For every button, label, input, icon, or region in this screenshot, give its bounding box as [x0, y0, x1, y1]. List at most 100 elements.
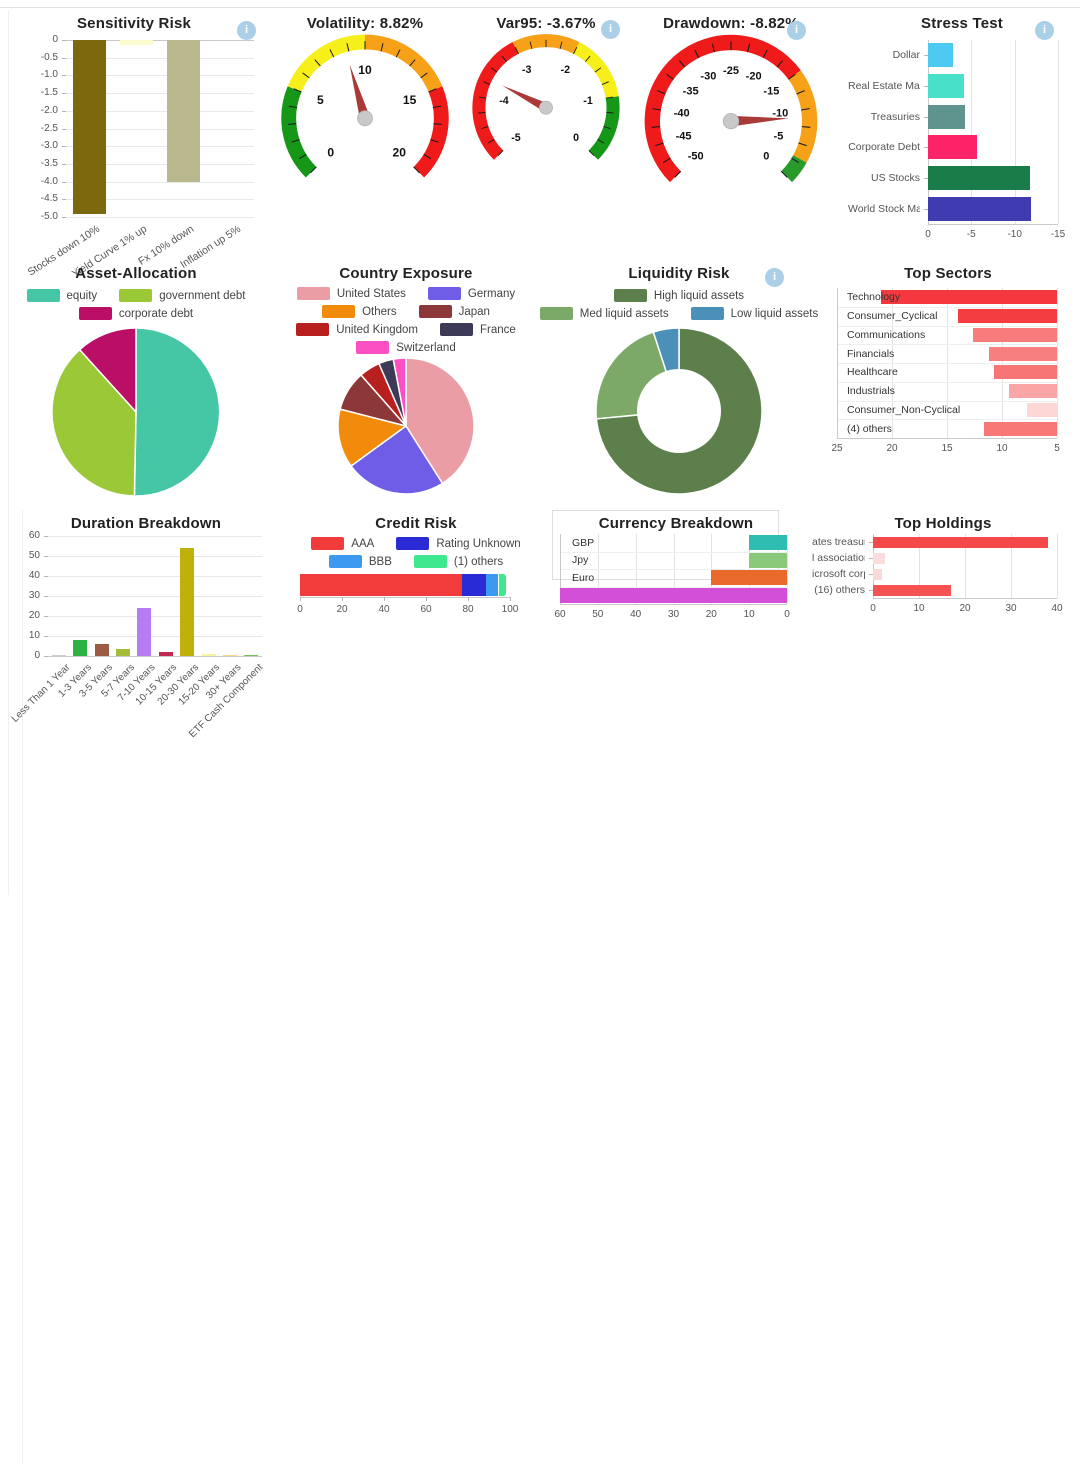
gauge-hub — [722, 112, 740, 130]
legend-item-(1)-others[interactable]: (1) others — [413, 555, 503, 568]
bar-technology — [881, 290, 1057, 305]
axis-tick — [869, 558, 873, 559]
gauge-tick — [597, 138, 605, 144]
gauge-band — [472, 42, 519, 160]
bar-inflation-up-5% — [214, 40, 247, 41]
info-icon[interactable]: i — [1035, 21, 1054, 40]
gridline — [787, 534, 788, 604]
legend-swatch — [690, 307, 724, 320]
y-tick-label: -0.5 — [40, 51, 58, 63]
axis-tick — [924, 55, 928, 57]
gridline — [66, 199, 254, 201]
axis-tick — [342, 597, 343, 601]
gridline — [66, 128, 254, 130]
row-label: Euro — [572, 571, 595, 584]
gauge-tick — [423, 153, 432, 160]
y-tick-label: 0 — [52, 34, 58, 45]
y-tick-label: -3.5 — [40, 157, 58, 169]
legend-item-aaa[interactable]: AAA — [311, 537, 374, 550]
legend-item-others[interactable]: Others — [322, 305, 397, 318]
legend-item-corporate-debt[interactable]: corporate debt — [78, 307, 193, 320]
gauge-tick — [657, 90, 666, 95]
info-icon[interactable]: i — [787, 21, 806, 40]
row-label: Dollar — [892, 49, 920, 62]
legend-row: BBB (1) others — [292, 555, 540, 568]
legend-item-rating-unknown[interactable]: Rating Unknown — [396, 537, 521, 550]
legend-item-united-states[interactable]: United States — [296, 287, 406, 300]
gridline — [22, 1350, 23, 1464]
axis-tick — [44, 656, 48, 657]
legend-item-government-debt[interactable]: government debt — [119, 289, 246, 302]
bar-euro — [711, 570, 787, 586]
gauge-tick — [413, 166, 420, 174]
x-tick-label: 25 — [831, 443, 843, 454]
bar-l-association — [873, 552, 885, 564]
x-tick-label: 10 — [913, 603, 925, 614]
gauge-tick — [747, 43, 751, 53]
gauge-tick — [483, 81, 491, 85]
legend-label: Med liquid assets — [579, 307, 669, 320]
legend-item-japan[interactable]: Japan — [418, 305, 490, 318]
x-tick-label: 60 — [420, 604, 432, 615]
x-tick-label: 40 — [378, 604, 390, 615]
slice-others — [337, 408, 407, 467]
gridline — [66, 217, 254, 218]
legend-swatch — [427, 287, 461, 300]
axis-tick — [44, 536, 48, 537]
gauge-band — [788, 70, 818, 163]
legend-label: Low liquid assets — [730, 307, 819, 320]
y-tick-label: -1.5 — [40, 87, 58, 99]
legend-swatch — [396, 537, 430, 550]
legend-row: Others Japan — [282, 305, 530, 318]
gauge-tick — [776, 60, 784, 68]
row-label: Consumer_Cyclical — [847, 310, 938, 323]
axis-line — [48, 656, 262, 657]
gauge-tick — [788, 73, 796, 80]
gauge-tick — [409, 59, 416, 67]
bar-gbp — [749, 535, 787, 551]
axis-tick — [44, 616, 48, 617]
info-icon[interactable]: i — [237, 21, 256, 40]
x-axis-line — [873, 598, 1057, 599]
gauge-tick — [433, 123, 442, 125]
legend-item-equity[interactable]: equity — [26, 289, 97, 302]
legend-item-switzerland[interactable]: Switzerland — [356, 341, 456, 354]
y-tick-label: 20 — [28, 610, 40, 621]
x-tick-label: 50 — [592, 609, 604, 620]
info-icon[interactable]: i — [765, 268, 784, 287]
gauge-tick — [711, 43, 715, 53]
legend-item-france[interactable]: France — [440, 323, 516, 336]
gauge-tick — [478, 111, 486, 114]
y-tick-label: -3.0 — [40, 140, 58, 152]
y-tick-label: 0 — [34, 650, 40, 661]
axis-tick — [44, 556, 48, 557]
axis-tick — [426, 597, 427, 601]
info-icon[interactable]: i — [601, 20, 620, 39]
axis-tick — [384, 597, 385, 601]
gauge-band — [281, 86, 317, 178]
bar-corporate-debt — [928, 135, 978, 160]
chart-title: Top Sectors — [904, 265, 992, 282]
bar-stocks-down-10% — [73, 40, 106, 214]
legend-item-bbb[interactable]: BBB — [328, 555, 392, 568]
card-country-exposure: Country Exposure United States Germany Oth… — [282, 260, 530, 498]
legend-row: Switzerland — [282, 341, 530, 354]
axis-tick — [62, 40, 66, 41]
legend-item-united-kingdom[interactable]: United Kingdom — [296, 323, 418, 336]
chart-title: Var95: -3.67% — [496, 15, 596, 32]
legend-item-med-liquid-assets[interactable]: Med liquid assets — [539, 307, 669, 320]
legend-item-germany[interactable]: Germany — [427, 287, 515, 300]
axis-tick — [62, 57, 66, 59]
axis-tick — [62, 146, 66, 148]
card-credit-risk: Credit Risk AAA Rating Unknown BBB (1) othe… — [292, 510, 540, 622]
legend-swatch — [119, 289, 153, 302]
legend-item-high-liquid-assets[interactable]: High liquid assets — [613, 289, 744, 302]
bar-us-stocks — [928, 166, 1031, 190]
chart-title: Stress Test — [921, 15, 1003, 32]
bar-world-stock-market — [928, 196, 1032, 221]
row-label: ates treasury — [812, 536, 865, 548]
gridline — [22, 750, 23, 870]
bar-less-than-1-year — [51, 655, 66, 657]
x-tick-label: 0 — [297, 604, 303, 615]
legend-item-low-liquid-assets[interactable]: Low liquid assets — [690, 307, 819, 320]
